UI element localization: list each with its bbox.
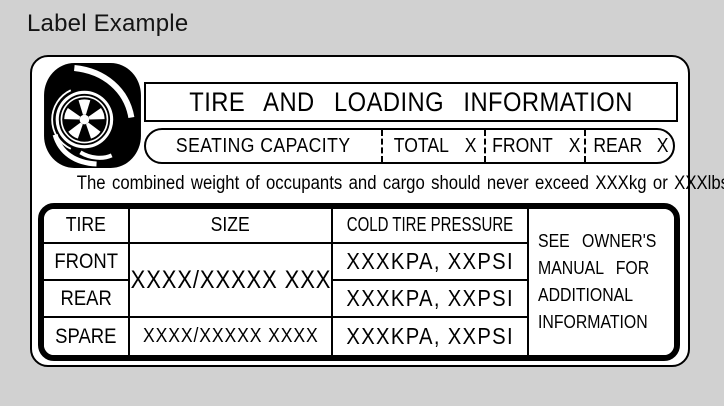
size-front-rear: XXXX/XXXXX XXX — [130, 244, 333, 318]
label-header-text: TIRE AND LOADING INFORMATION — [189, 86, 633, 117]
seating-rear-label: REAR — [592, 134, 642, 157]
page-title: Label Example — [27, 10, 189, 37]
seating-segment-front: FRONT X — [484, 130, 584, 162]
seating-capacity-bar: SEATING CAPACITY TOTAL X FRONT X REAR X — [144, 128, 675, 164]
size-spare: XXXX/XXXXX XXXX — [130, 318, 333, 355]
row-label-spare: SPARE — [44, 318, 130, 355]
combined-weight-text: The combined weight of occupants and car… — [76, 173, 724, 194]
note-line-4: INFORMATION — [538, 312, 648, 332]
seating-segment-rear: REAR X — [584, 130, 673, 162]
seating-segment-total: TOTAL X — [381, 130, 484, 162]
label-header-box: TIRE AND LOADING INFORMATION — [144, 82, 678, 122]
seating-total-label: TOTAL — [393, 134, 449, 157]
seating-total-value: X — [464, 134, 477, 157]
note-line-1: SEE OWNER'S — [538, 231, 657, 251]
pressure-rear: XXXKPA, XXPSI — [333, 281, 529, 318]
col-header-cold-tire-pressure: COLD TIRE PRESSURE — [333, 209, 529, 244]
seating-front-value: X — [569, 134, 581, 157]
col-header-size: SIZE — [130, 209, 333, 244]
row-label-rear: REAR — [44, 281, 130, 318]
row-label-front: FRONT — [44, 244, 130, 281]
pressure-front: XXXKPA, XXPSI — [333, 244, 529, 281]
combined-weight-note: The combined weight of occupants and car… — [32, 173, 724, 195]
seating-capacity-title: SEATING CAPACITY — [146, 130, 381, 162]
seating-capacity-label: SEATING CAPACITY — [176, 134, 351, 157]
owners-manual-note: SEE OWNER'S MANUAL FOR ADDITIONAL INFORM… — [529, 209, 674, 355]
tire-wheel-icon — [44, 63, 141, 168]
seating-front-label: FRONT — [492, 134, 554, 157]
note-line-3: ADDITIONAL — [538, 285, 634, 305]
seating-rear-value: X — [656, 134, 669, 157]
pressure-spare: XXXKPA, XXPSI — [333, 318, 529, 355]
tire-pressure-table: TIRE SIZE COLD TIRE PRESSURE SEE OWNER'S… — [38, 203, 680, 361]
col-header-tire: TIRE — [44, 209, 130, 244]
note-line-2: MANUAL FOR — [538, 258, 650, 278]
tire-loading-label: TIRE AND LOADING INFORMATION SEATING CAP… — [30, 55, 724, 367]
